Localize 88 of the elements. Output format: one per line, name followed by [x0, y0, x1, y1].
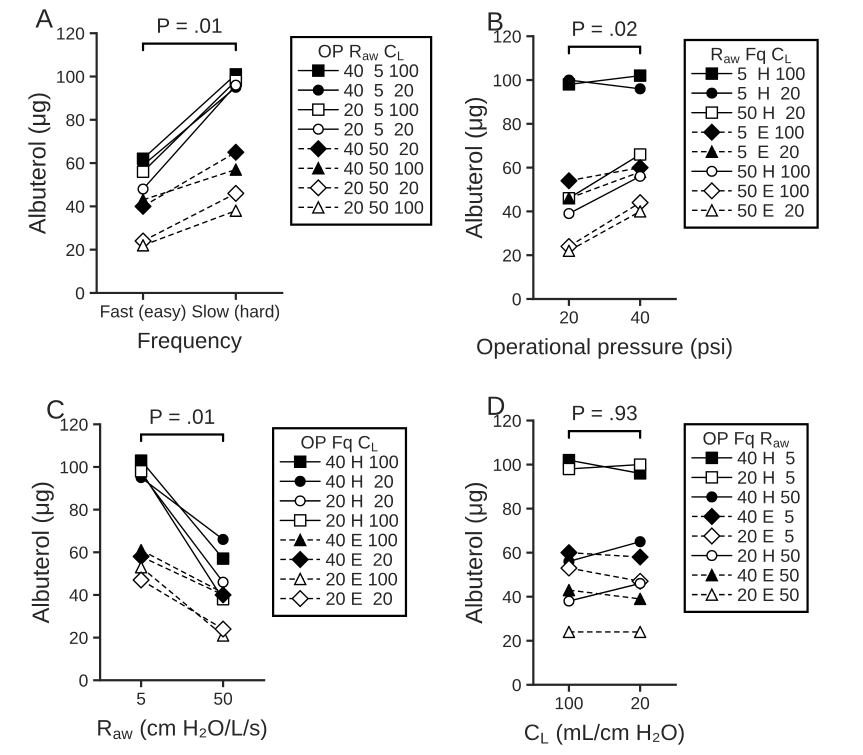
x-axis-title: Operational pressure (psi)	[477, 338, 732, 359]
y-tick-label: 80	[70, 504, 88, 516]
text: P = .93	[573, 406, 637, 420]
legend-title: OP R$_{aw}$ C$_{L}$	[318, 44, 404, 60]
y-tick-label: 60	[503, 546, 521, 560]
y-tick-label: 0	[512, 678, 521, 692]
y-tick-label: 20	[70, 632, 88, 644]
chart-title: B	[488, 12, 503, 31]
chart-title: A	[35, 9, 53, 28]
legend-label: 50 E 20	[738, 204, 804, 217]
text: P = .02	[573, 21, 637, 36]
legend-label: 5 E 20	[738, 145, 799, 158]
legend-label: 50 H 20	[738, 106, 805, 120]
y-tick-label: 100	[60, 461, 88, 474]
y-tick-label: 80	[66, 114, 84, 126]
y-tick-label: 120	[60, 418, 88, 431]
y-axis-title: Albuterol (μg)	[32, 482, 54, 624]
legend-label: 20 50 100	[344, 201, 424, 214]
y-tick-label: 0	[79, 674, 88, 687]
legend-label: 40 E 100	[326, 534, 398, 546]
y-tick-label: 60	[503, 162, 521, 174]
legend-title: R$_{aw}$ Fq C$_{L}$	[712, 48, 792, 64]
legend-label: 40 H 50	[738, 490, 800, 504]
x-axis-title: C$_{L}$ (mL/cm H₂O)	[524, 724, 684, 745]
legend-label: 20 5 100	[344, 103, 418, 116]
legend-label: 40 5 100	[344, 64, 418, 78]
legend-label: 5 H 20	[738, 86, 800, 100]
y-tick-label: 100	[57, 70, 84, 83]
legend-label: 40 H 100	[326, 456, 398, 468]
legend-label: 20 H 50	[738, 549, 800, 562]
legend-label: 40 E 50	[738, 568, 799, 582]
legend-label: 40 H 20	[326, 475, 394, 488]
legend-title: OP Fq C$_{L}$	[301, 436, 378, 452]
x-tick-label: 100	[556, 697, 583, 710]
y-tick-label: 40	[69, 589, 88, 602]
x-tick-label: Slow (hard)	[192, 304, 280, 321]
chart-title: C	[47, 400, 64, 419]
legend-label: 40 50 100	[344, 162, 424, 175]
legend-label: 20 E 5	[738, 530, 794, 543]
legend-label: 40 E 20	[326, 553, 392, 566]
legend-label: 5 E 100	[738, 126, 804, 139]
y-tick-label: 120	[494, 414, 521, 427]
y-tick-label: 20	[503, 249, 521, 262]
legend-label: 20 E 100	[326, 572, 398, 586]
legend-title: OP Fq R$_{aw}$	[703, 432, 790, 448]
x-tick-label: 5	[136, 692, 146, 705]
x-tick-label: 20	[631, 697, 650, 710]
y-axis-title: Albuterol (μg)	[465, 483, 488, 624]
legend-label: 20 E 20	[326, 592, 392, 606]
x-tick-label: 40	[630, 311, 650, 324]
y-tick-label: 40	[502, 206, 521, 218]
legend-label: 50 H 100	[738, 164, 810, 178]
y-tick-label: 100	[494, 74, 521, 86]
x-tick-label: 20	[560, 311, 578, 324]
chart-title: D	[488, 396, 504, 415]
legend-label: 20 H 20	[326, 494, 394, 508]
y-tick-label: 80	[502, 502, 521, 516]
y-tick-label: 100	[494, 458, 521, 472]
x-tick-label: 50	[214, 692, 232, 705]
y-tick-label: 120	[57, 27, 84, 40]
legend-label: 20 H 100	[326, 514, 398, 527]
legend-label: 5 H 100	[738, 67, 805, 80]
y-tick-label: 20	[66, 244, 84, 256]
legend-label: 40 5 20	[344, 84, 414, 97]
legend-label: 40 50 20	[344, 142, 418, 156]
legend-label: 20 50 20	[344, 182, 418, 194]
y-tick-label: 40	[66, 200, 84, 213]
legend-label: 40 H 5	[738, 452, 795, 464]
text: P = .01	[150, 409, 214, 424]
y-tick-label: 80	[502, 118, 521, 130]
text: P = .01	[158, 18, 222, 33]
legend-label: 20 5 20	[344, 122, 414, 136]
y-tick-label: 0	[76, 287, 84, 300]
y-tick-label: 120	[494, 30, 521, 43]
y-tick-label: 40	[502, 590, 521, 604]
legend-label: 50 E 100	[738, 184, 809, 198]
y-tick-label: 60	[66, 157, 84, 170]
y-tick-label: 60	[70, 546, 88, 559]
x-axis-title: R$_{aw}$ (cm H₂O/L/s)	[98, 719, 266, 740]
y-axis-title: Albuterol (μg)	[28, 93, 50, 234]
legend-label: 20 E 50	[738, 588, 799, 602]
legend-label: 40 E 5	[738, 510, 794, 523]
y-tick-label: 0	[512, 293, 521, 306]
legend-label: 20 H 5	[738, 471, 795, 484]
x-tick-label: Fast (easy)	[101, 304, 186, 321]
y-tick-label: 20	[503, 634, 521, 648]
x-axis-title: Frequency	[138, 332, 242, 353]
y-axis-title: Albuterol (μg)	[465, 98, 488, 239]
